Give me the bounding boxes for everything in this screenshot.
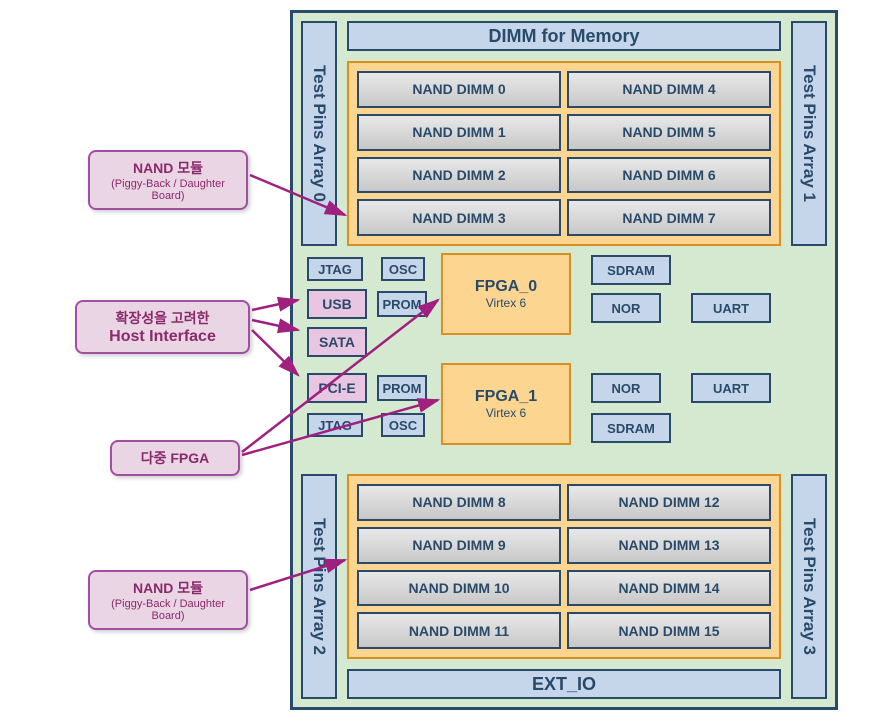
fpga-0: FPGA_0 Virtex 6 xyxy=(441,253,571,335)
nand-dimm: NAND DIMM 2 xyxy=(357,157,561,194)
prom-0: PROM xyxy=(377,291,427,317)
nand-dimm: NAND DIMM 1 xyxy=(357,114,561,151)
osc-0: OSC xyxy=(381,257,425,281)
osc-1: OSC xyxy=(381,413,425,437)
prom-1: PROM xyxy=(377,375,427,401)
nand-dimm: NAND DIMM 4 xyxy=(567,71,771,108)
nand-dimm: NAND DIMM 14 xyxy=(567,570,771,607)
nand-dimm: NAND DIMM 8 xyxy=(357,484,561,521)
nor-0: NOR xyxy=(591,293,661,323)
nand-dimm: NAND DIMM 9 xyxy=(357,527,561,564)
uart-0: UART xyxy=(691,293,771,323)
test-pins-2: Test Pins Array 2 xyxy=(301,474,337,699)
callout-nand-bot: NAND 모듈 (Piggy-Back / Daughter Board) xyxy=(88,570,248,630)
nand-dimm: NAND DIMM 7 xyxy=(567,199,771,236)
pcie-box: PCI-E xyxy=(307,373,367,403)
uart-1: UART xyxy=(691,373,771,403)
nand-group-top: NAND DIMM 0 NAND DIMM 1 NAND DIMM 2 NAND… xyxy=(347,61,781,246)
nand-dimm: NAND DIMM 12 xyxy=(567,484,771,521)
test-pins-3: Test Pins Array 3 xyxy=(791,474,827,699)
callout-sub: (Piggy-Back / Daughter Board) xyxy=(104,178,232,202)
dimm-memory-header: DIMM for Memory xyxy=(347,21,781,51)
nor-1: NOR xyxy=(591,373,661,403)
nand-group-bottom: NAND DIMM 8 NAND DIMM 9 NAND DIMM 10 NAN… xyxy=(347,474,781,659)
nand-dimm: NAND DIMM 6 xyxy=(567,157,771,194)
callout-title: 확장성을 고려한 xyxy=(91,308,234,328)
test-pins-1: Test Pins Array 1 xyxy=(791,21,827,246)
callout-title: NAND 모듈 xyxy=(104,158,232,178)
nand-dimm: NAND DIMM 5 xyxy=(567,114,771,151)
fpga-1: FPGA_1 Virtex 6 xyxy=(441,363,571,445)
middle-region: JTAG OSC USB PROM SATA PCI-E PROM JTAG O… xyxy=(301,253,827,468)
fpga-0-label: FPGA_0 xyxy=(475,278,537,296)
test-pins-0: Test Pins Array 0 xyxy=(301,21,337,246)
fpga-1-sub: Virtex 6 xyxy=(486,406,526,420)
jtag-0: JTAG xyxy=(307,257,363,281)
ext-io-footer: EXT_IO xyxy=(347,669,781,699)
callout-sub: (Piggy-Back / Daughter Board) xyxy=(104,598,232,622)
jtag-1: JTAG xyxy=(307,413,363,437)
callout-nand-top: NAND 모듈 (Piggy-Back / Daughter Board) xyxy=(88,150,248,210)
fpga-0-sub: Virtex 6 xyxy=(486,296,526,310)
main-board: Test Pins Array 0 Test Pins Array 1 Test… xyxy=(290,10,838,710)
sdram-1: SDRAM xyxy=(591,413,671,443)
sata-box: SATA xyxy=(307,327,367,357)
fpga-1-label: FPGA_1 xyxy=(475,388,537,406)
callout-title: NAND 모듈 xyxy=(104,578,232,598)
usb-box: USB xyxy=(307,289,367,319)
nand-dimm: NAND DIMM 11 xyxy=(357,612,561,649)
callout-fpga: 다중 FPGA xyxy=(110,440,240,476)
nand-dimm: NAND DIMM 10 xyxy=(357,570,561,607)
callout-title: 다중 FPGA xyxy=(126,448,224,468)
nand-dimm: NAND DIMM 3 xyxy=(357,199,561,236)
callout-sub: Host Interface xyxy=(91,328,234,346)
nand-dimm: NAND DIMM 15 xyxy=(567,612,771,649)
callout-host-if: 확장성을 고려한 Host Interface xyxy=(75,300,250,354)
sdram-0: SDRAM xyxy=(591,255,671,285)
nand-dimm: NAND DIMM 0 xyxy=(357,71,561,108)
nand-dimm: NAND DIMM 13 xyxy=(567,527,771,564)
